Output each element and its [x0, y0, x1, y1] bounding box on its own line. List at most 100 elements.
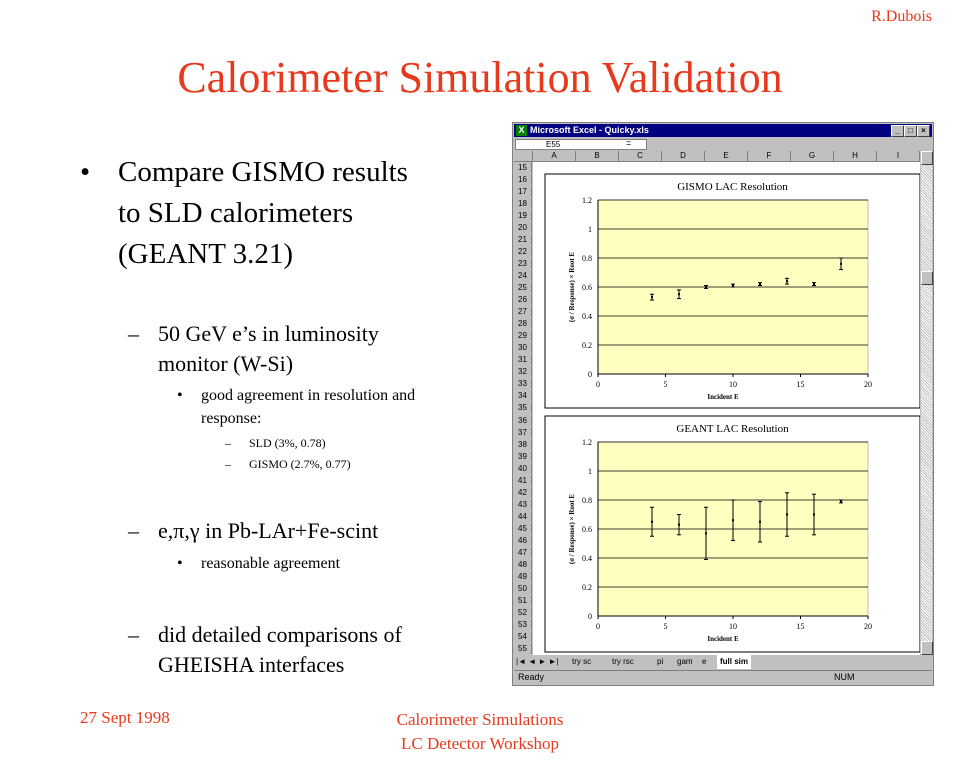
column-header[interactable]: C: [619, 151, 662, 162]
sheet-tab[interactable]: full sim: [717, 655, 752, 669]
row-header[interactable]: 18: [514, 198, 532, 210]
row-header[interactable]: 42: [514, 486, 532, 498]
bullet-text-line: SLD (3%, 0.78): [249, 436, 326, 450]
row-header[interactable]: 33: [514, 378, 532, 390]
column-header[interactable]: E: [705, 151, 748, 162]
row-header[interactable]: 44: [514, 510, 532, 522]
row-header[interactable]: 28: [514, 318, 532, 330]
x-tick-label: 10: [729, 380, 737, 389]
select-all-corner[interactable]: [514, 151, 533, 162]
tab-nav-buttons[interactable]: |◄ ◄ ► ►|: [516, 657, 559, 666]
x-tick-label: 20: [864, 380, 872, 389]
row-header[interactable]: 34: [514, 390, 532, 402]
scroll-thumb[interactable]: [921, 271, 933, 285]
row-header[interactable]: 35: [514, 402, 532, 414]
row-header[interactable]: 39: [514, 450, 532, 462]
column-header[interactable]: H: [834, 151, 877, 162]
data-point: [651, 296, 653, 299]
row-header[interactable]: 16: [514, 174, 532, 186]
row-header[interactable]: 47: [514, 546, 532, 558]
row-header[interactable]: 43: [514, 498, 532, 510]
bullet-text-line: GISMO (2.7%, 0.77): [249, 457, 351, 471]
row-header[interactable]: 52: [514, 606, 532, 618]
row-header[interactable]: 15: [514, 162, 532, 174]
row-header[interactable]: 49: [514, 570, 532, 582]
row-header[interactable]: 45: [514, 522, 532, 534]
bullet-text-line: e,π,γ in Pb-LAr+Fe-scint: [158, 518, 379, 543]
data-point: [759, 520, 761, 523]
row-header[interactable]: 53: [514, 618, 532, 630]
bullet-text-line: GHEISHA interfaces: [158, 652, 345, 677]
y-tick-label: 1.2: [582, 196, 592, 205]
formula-bar: E55 =: [514, 138, 932, 150]
column-header[interactable]: B: [576, 151, 619, 162]
row-header[interactable]: 29: [514, 330, 532, 342]
row-header[interactable]: 26: [514, 294, 532, 306]
vertical-scrollbar[interactable]: [921, 151, 933, 655]
sheet-tab[interactable]: try rsc: [612, 657, 634, 666]
scroll-up-button[interactable]: [921, 151, 933, 165]
minimize-button[interactable]: _: [891, 125, 904, 137]
x-tick-label: 0: [596, 622, 600, 631]
row-header[interactable]: 51: [514, 594, 532, 606]
y-tick-label: 0.2: [582, 583, 592, 592]
data-point: [786, 280, 788, 283]
column-header[interactable]: F: [748, 151, 791, 162]
sheet-tab[interactable]: try sc: [572, 657, 592, 666]
row-header[interactable]: 30: [514, 342, 532, 354]
excel-titlebar: X Microsoft Excel - Quicky.xls _ □ ×: [514, 124, 932, 137]
sheet-tab[interactable]: gam: [677, 657, 693, 666]
row-header[interactable]: 20: [514, 222, 532, 234]
row-header[interactable]: 48: [514, 558, 532, 570]
slide-title: Calorimeter Simulation Validation: [177, 53, 783, 102]
row-header[interactable]: 36: [514, 414, 532, 426]
data-point: [705, 286, 707, 288]
row-header[interactable]: 37: [514, 426, 532, 438]
bullet-text-line: Compare GISMO results: [118, 156, 408, 188]
dash-mark: –: [225, 436, 231, 450]
column-header[interactable]: A: [533, 151, 576, 162]
x-tick-label: 10: [729, 622, 737, 631]
data-point: [678, 523, 680, 526]
maximize-button[interactable]: □: [904, 125, 917, 137]
row-header[interactable]: 25: [514, 282, 532, 294]
row-header[interactable]: 17: [514, 186, 532, 198]
row-header[interactable]: 38: [514, 438, 532, 450]
row-header[interactable]: 27: [514, 306, 532, 318]
dash-mark: –: [225, 457, 231, 471]
row-header[interactable]: 23: [514, 258, 532, 270]
row-header[interactable]: 22: [514, 246, 532, 258]
row-header[interactable]: 31: [514, 354, 532, 366]
row-header[interactable]: 32: [514, 366, 532, 378]
row-header[interactable]: 50: [514, 582, 532, 594]
bullet-level2-particles: – e,π,γ in Pb-LAr+Fe-scint: [128, 516, 498, 546]
data-point: [813, 283, 815, 286]
chart-title: GISMO LAC Resolution: [677, 181, 788, 193]
row-header[interactable]: 21: [514, 234, 532, 246]
bullet-level2-gheisha: – did detailed comparisons of GHEISHA in…: [128, 620, 498, 680]
dash-mark: –: [128, 321, 139, 346]
row-header[interactable]: 19: [514, 210, 532, 222]
row-header[interactable]: 41: [514, 474, 532, 486]
column-header[interactable]: D: [662, 151, 705, 162]
row-header[interactable]: 54: [514, 630, 532, 642]
y-axis-label: (σ / Response) × Root E: [568, 252, 576, 323]
row-header[interactable]: 55: [514, 642, 532, 654]
close-button[interactable]: ×: [917, 125, 930, 137]
y-tick-label: 1: [588, 467, 592, 476]
name-box[interactable]: E55: [515, 139, 647, 150]
row-header[interactable]: 24: [514, 270, 532, 282]
author-name: R.Dubois: [871, 8, 932, 25]
bullet-mark: •: [177, 387, 183, 404]
scroll-down-button[interactable]: [921, 641, 933, 655]
sheet-tab[interactable]: pi: [657, 657, 664, 666]
column-header[interactable]: G: [791, 151, 834, 162]
row-header[interactable]: 40: [514, 462, 532, 474]
bullet-text-line: monitor (W-Si): [158, 351, 294, 376]
row-header[interactable]: 46: [514, 534, 532, 546]
worksheet[interactable]: GISMO LAC Resolution 0 0.2 0.4 0.6 0.8 1 1.2 0 5 1…: [533, 162, 921, 655]
sheet-tab[interactable]: e: [702, 657, 707, 666]
column-header[interactable]: I: [877, 151, 920, 162]
bullet-text-line: to SLD calorimeters: [118, 197, 354, 229]
